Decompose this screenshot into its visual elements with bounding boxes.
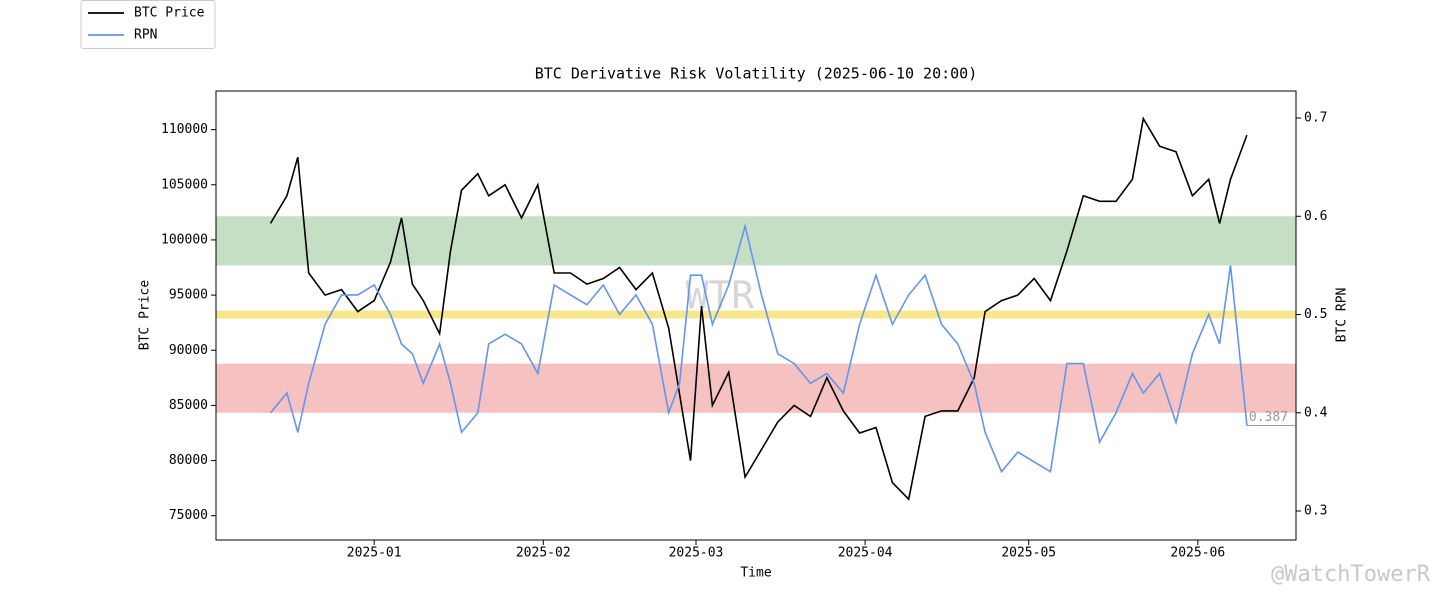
y-tick-label: 95000 [169,288,208,303]
y-tick-label: 105000 [161,177,208,192]
legend-label: BTC Price [134,6,205,21]
plot-frame [215,90,1297,541]
y-axis-label: BTC Price [138,280,153,351]
x-tick-label: 2025-06 [1170,546,1225,561]
chart-title: BTC Derivative Risk Volatility (2025-06-… [535,65,978,83]
y2-tick-label: 0.5 [1304,307,1327,322]
series-line [269,222,1248,474]
watermark: WTR [686,274,755,318]
band [216,216,1296,266]
y-tick-label: 80000 [169,453,208,468]
y-tick-label: 100000 [161,232,208,247]
last-value-label: 0.387 [1249,410,1288,425]
y2-tick-label: 0.3 [1304,504,1327,519]
band [216,363,1296,413]
legend: BTC Price RPN [80,0,216,49]
band [216,310,1296,319]
x-tick-label: 2025-05 [1001,546,1056,561]
y2-tick-label: 0.6 [1304,209,1327,224]
watermark: @WatchTowerR [1271,562,1431,587]
y-tick-label: 110000 [161,122,208,137]
x-tick-label: 2025-04 [838,546,893,561]
series-line [269,116,1248,501]
y-tick-label: 90000 [169,343,208,358]
legend-label: RPN [134,28,157,43]
y-tick-label: 75000 [169,508,208,523]
x-tick-label: 2025-02 [516,546,571,561]
x-tick-label: 2025-03 [669,546,724,561]
y-tick-label: 85000 [169,398,208,413]
y2-axis-label: BTC RPN [1335,288,1350,343]
x-tick-label: 2025-01 [347,546,402,561]
x-axis-label: Time [740,566,771,581]
y2-tick-label: 0.4 [1304,405,1328,420]
y2-tick-label: 0.7 [1304,111,1327,126]
